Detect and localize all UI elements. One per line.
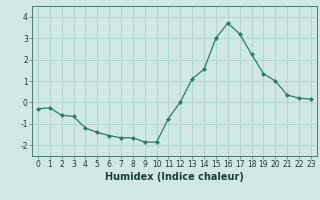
X-axis label: Humidex (Indice chaleur): Humidex (Indice chaleur) [105,172,244,182]
